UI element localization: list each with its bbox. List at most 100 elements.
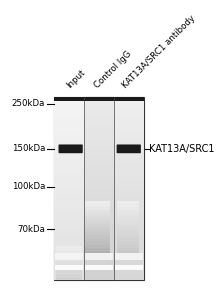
Bar: [85, 238, 110, 240]
Bar: [85, 265, 113, 270]
Bar: [84, 274, 114, 280]
Bar: [54, 145, 84, 152]
Bar: [84, 121, 114, 127]
Bar: [117, 241, 139, 243]
Bar: [114, 182, 144, 188]
Bar: [54, 219, 84, 225]
Text: 100kDa: 100kDa: [12, 182, 45, 191]
Bar: [85, 250, 110, 251]
Bar: [56, 277, 82, 278]
Bar: [84, 219, 114, 225]
Bar: [84, 231, 114, 237]
Bar: [84, 225, 114, 231]
Bar: [56, 265, 82, 267]
Bar: [54, 206, 84, 213]
Bar: [55, 265, 83, 270]
Bar: [85, 232, 110, 234]
Bar: [85, 203, 110, 206]
Bar: [54, 170, 84, 176]
Bar: [114, 231, 144, 237]
Bar: [114, 121, 144, 127]
Bar: [117, 251, 139, 253]
Bar: [84, 164, 114, 170]
Bar: [56, 246, 82, 248]
Bar: [114, 176, 144, 182]
Bar: [114, 133, 144, 140]
Bar: [84, 170, 114, 176]
Bar: [114, 262, 144, 268]
Bar: [85, 211, 110, 213]
Bar: [54, 200, 84, 207]
Bar: [84, 158, 114, 164]
Bar: [114, 237, 144, 244]
Bar: [85, 229, 110, 231]
Bar: [84, 194, 114, 201]
Bar: [84, 133, 114, 140]
Bar: [56, 260, 82, 262]
Bar: [85, 253, 110, 254]
Bar: [85, 247, 110, 249]
Bar: [85, 257, 110, 259]
Bar: [54, 139, 84, 146]
Bar: [114, 164, 144, 170]
Bar: [114, 188, 144, 194]
Bar: [85, 235, 110, 237]
Bar: [54, 194, 84, 201]
Bar: [117, 247, 139, 249]
Bar: [114, 213, 144, 219]
Bar: [54, 225, 84, 231]
Bar: [85, 220, 110, 222]
Bar: [117, 211, 139, 213]
Bar: [117, 215, 139, 217]
Bar: [117, 203, 139, 206]
Bar: [117, 233, 139, 235]
Bar: [56, 278, 82, 280]
Bar: [85, 223, 110, 225]
Bar: [54, 231, 84, 237]
Bar: [114, 139, 144, 146]
Bar: [84, 188, 114, 194]
Text: KAT13A/SRC1: KAT13A/SRC1: [149, 144, 215, 154]
Bar: [117, 245, 139, 247]
Bar: [85, 245, 110, 247]
Bar: [114, 109, 144, 115]
Bar: [84, 109, 114, 115]
Bar: [117, 205, 139, 207]
Bar: [85, 244, 110, 246]
Bar: [85, 258, 110, 260]
Bar: [54, 237, 84, 244]
Bar: [56, 248, 82, 250]
Bar: [84, 102, 114, 109]
Bar: [84, 200, 114, 207]
Bar: [54, 152, 84, 158]
Bar: [56, 263, 82, 265]
Bar: [85, 242, 110, 244]
Bar: [85, 217, 110, 219]
Bar: [117, 235, 139, 237]
Bar: [117, 221, 139, 224]
Bar: [85, 224, 110, 226]
Bar: [117, 244, 139, 246]
Bar: [54, 213, 84, 219]
Text: 250kDa: 250kDa: [12, 99, 45, 108]
Bar: [117, 239, 139, 241]
Bar: [117, 248, 139, 250]
Bar: [54, 176, 84, 182]
Bar: [85, 239, 110, 241]
Bar: [84, 139, 114, 146]
Bar: [117, 206, 139, 208]
Bar: [85, 233, 110, 235]
Bar: [56, 253, 82, 255]
Bar: [114, 152, 144, 158]
Bar: [117, 229, 139, 231]
Bar: [114, 145, 144, 152]
Bar: [56, 251, 82, 253]
Bar: [85, 214, 110, 216]
Bar: [54, 164, 84, 170]
Bar: [56, 273, 82, 275]
Bar: [54, 133, 84, 140]
Bar: [114, 102, 144, 109]
Bar: [117, 227, 139, 229]
Bar: [54, 127, 84, 133]
Bar: [85, 218, 110, 220]
